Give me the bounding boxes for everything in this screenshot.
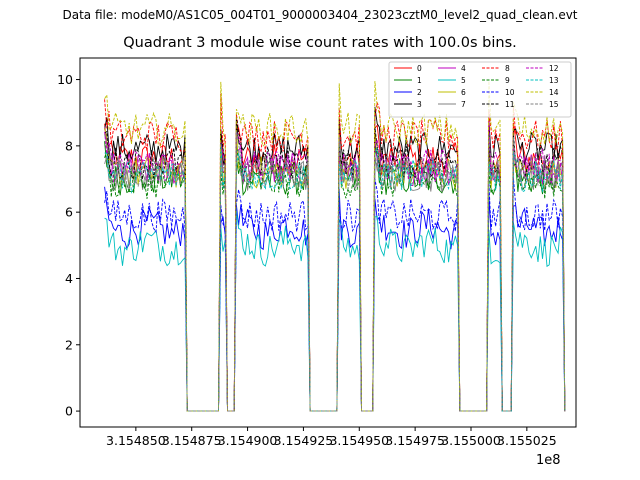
y-tick-label: 10 bbox=[57, 72, 73, 87]
x-tick-label: 3.154850 bbox=[106, 433, 166, 448]
legend-label-9: 9 bbox=[505, 76, 510, 85]
y-tick-label: 2 bbox=[65, 337, 73, 352]
plot-frame bbox=[79, 57, 577, 428]
x-tick-label: 3.154875 bbox=[162, 433, 222, 448]
x-tick-label: 3.154925 bbox=[274, 433, 334, 448]
x-tick-label: 3.154900 bbox=[218, 433, 278, 448]
series-lines bbox=[104, 81, 566, 412]
series-line-11 bbox=[104, 116, 566, 412]
y-tick-label: 4 bbox=[65, 271, 73, 286]
series-line-0 bbox=[104, 116, 566, 412]
legend-label-13: 13 bbox=[549, 76, 559, 85]
series-line-8 bbox=[104, 93, 566, 412]
x-tick-label: 3.154950 bbox=[329, 433, 389, 448]
legend-label-12: 12 bbox=[549, 64, 559, 73]
series-line-2 bbox=[104, 186, 566, 412]
chart-title: Quadrant 3 module wise count rates with … bbox=[123, 35, 517, 51]
x-tick-label: 3.154975 bbox=[385, 433, 445, 448]
legend-box bbox=[388, 61, 572, 118]
legend-label-2: 2 bbox=[417, 88, 422, 97]
y-axis: 0 2 4 6 8 10 bbox=[57, 72, 80, 419]
x-tick-label: 3.155025 bbox=[497, 433, 557, 448]
y-tick-label: 6 bbox=[65, 205, 73, 220]
legend-label-7: 7 bbox=[461, 100, 466, 109]
series-line-5 bbox=[104, 209, 566, 412]
legend-label-11: 11 bbox=[505, 100, 515, 109]
series-line-15 bbox=[104, 131, 566, 412]
series-line-10 bbox=[104, 177, 566, 412]
x-tick-label: 3.155000 bbox=[441, 433, 501, 448]
y-tick-label: 8 bbox=[65, 138, 73, 153]
figure-suptitle: Data file: modeM0/AS1C05_004T01_90000034… bbox=[62, 8, 578, 22]
legend-label-4: 4 bbox=[461, 64, 466, 73]
legend-label-1: 1 bbox=[417, 76, 422, 85]
legend-label-3: 3 bbox=[417, 100, 422, 109]
legend-label-10: 10 bbox=[505, 88, 515, 97]
y-tick-label: 0 bbox=[65, 404, 73, 419]
legend-label-15: 15 bbox=[549, 100, 559, 109]
legend-label-6: 6 bbox=[461, 88, 466, 97]
x-axis: 3.1548503.1548753.1549003.1549253.154950… bbox=[106, 427, 557, 448]
legend-label-14: 14 bbox=[549, 88, 559, 97]
legend-label-0: 0 bbox=[417, 64, 422, 73]
legend-label-8: 8 bbox=[505, 64, 510, 73]
x-offset-label: 1e8 bbox=[536, 453, 561, 468]
legend-label-5: 5 bbox=[461, 76, 466, 85]
